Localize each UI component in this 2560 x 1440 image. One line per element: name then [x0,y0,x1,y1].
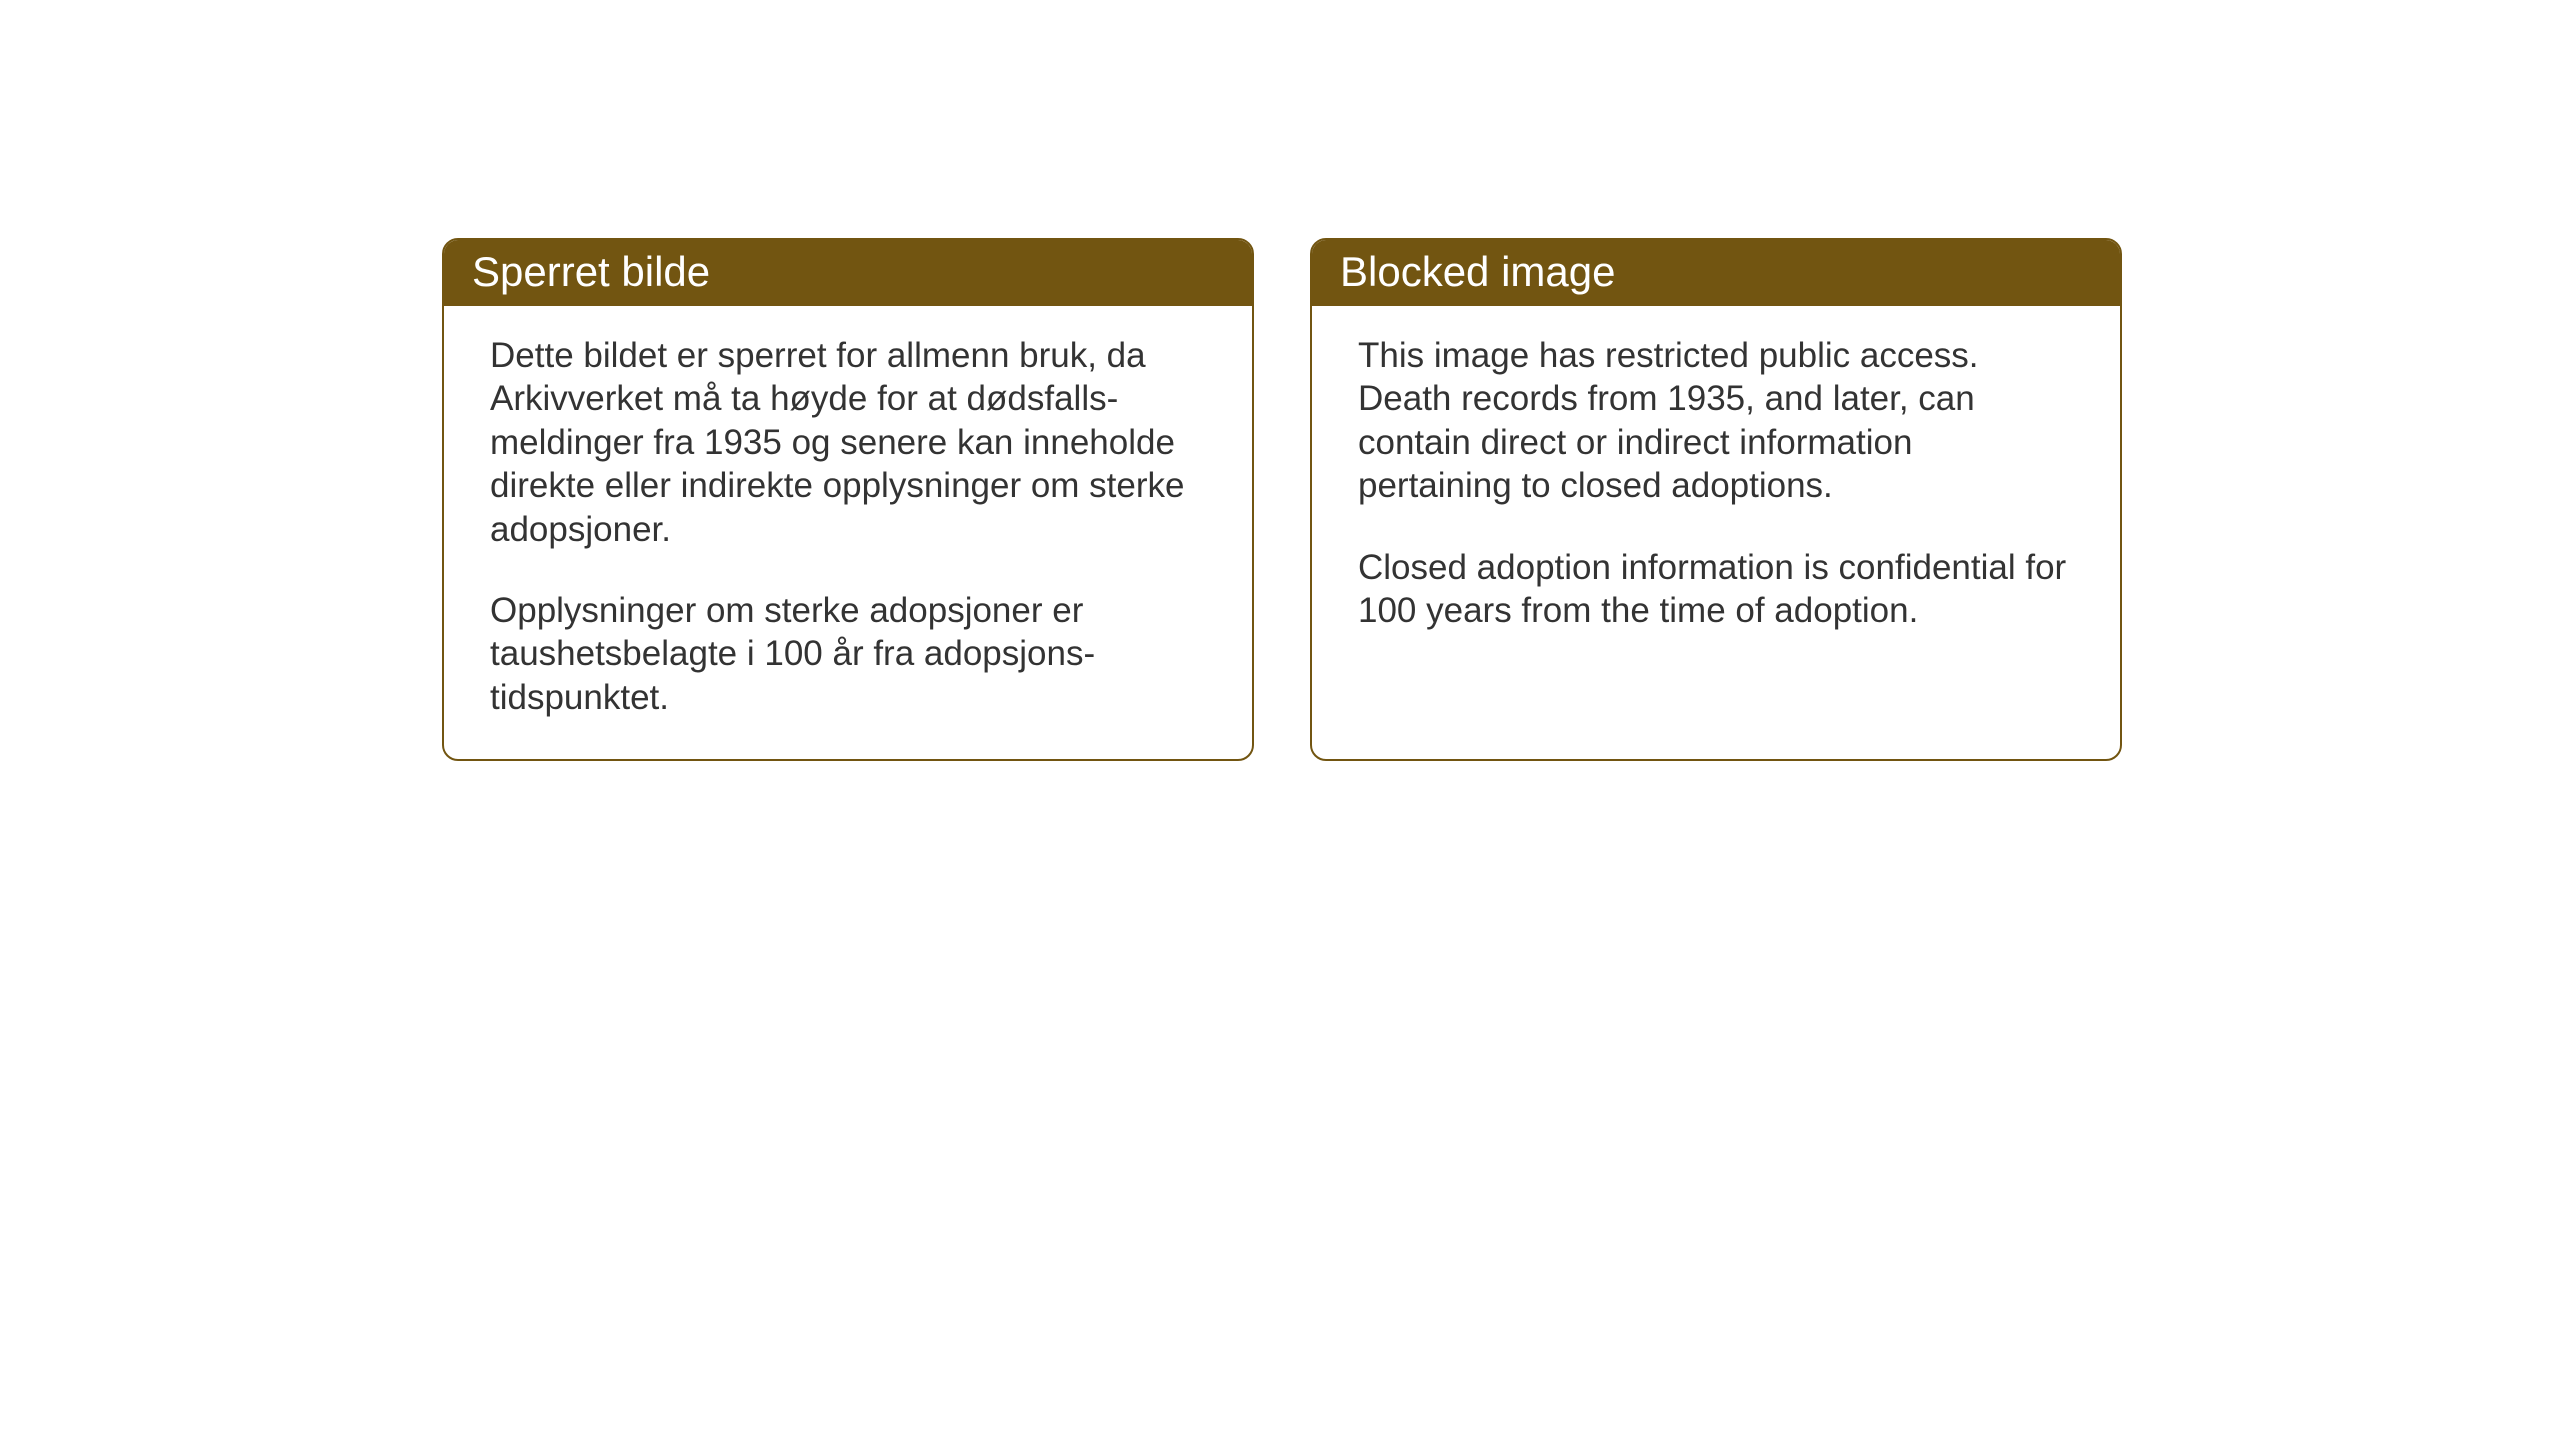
notice-card-english: Blocked image This image has restricted … [1310,238,2122,761]
card-paragraph-norwegian-1: Dette bildet er sperret for allmenn bruk… [490,334,1206,551]
card-header-english: Blocked image [1312,240,2120,306]
card-paragraph-norwegian-2: Opplysninger om sterke adopsjoner er tau… [490,589,1206,719]
card-title-norwegian: Sperret bilde [472,248,710,295]
card-paragraph-english-2: Closed adoption information is confident… [1358,546,2074,633]
card-header-norwegian: Sperret bilde [444,240,1252,306]
card-body-norwegian: Dette bildet er sperret for allmenn bruk… [444,306,1252,759]
card-title-english: Blocked image [1340,248,1615,295]
card-body-english: This image has restricted public access.… [1312,306,2120,672]
notice-card-norwegian: Sperret bilde Dette bildet er sperret fo… [442,238,1254,761]
card-paragraph-english-1: This image has restricted public access.… [1358,334,2074,508]
notice-container: Sperret bilde Dette bildet er sperret fo… [442,238,2122,761]
